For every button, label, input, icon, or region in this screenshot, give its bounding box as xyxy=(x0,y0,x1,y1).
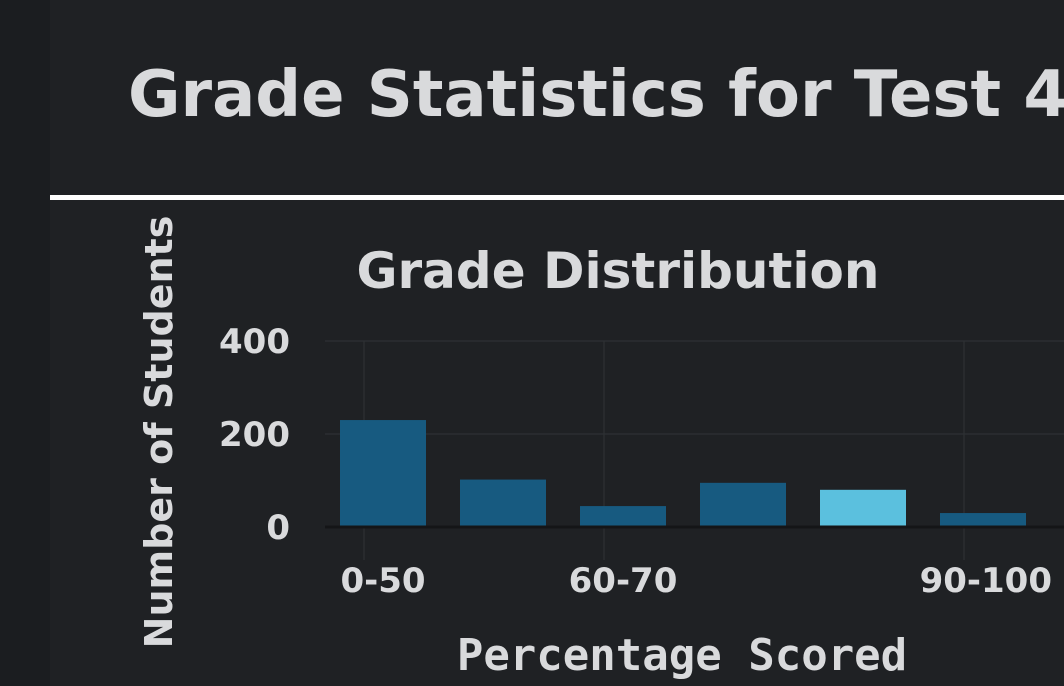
x-tick-label: 60-70 xyxy=(569,561,678,601)
chart-title: Grade Distribution xyxy=(356,242,879,300)
title-divider xyxy=(50,195,1064,200)
bar-80-90[interactable] xyxy=(820,489,906,527)
left-rail xyxy=(0,0,50,686)
chart-ticks: 0 200 400 0-50 60-70 90-100 xyxy=(219,322,1052,601)
bar-50-60[interactable] xyxy=(460,479,546,527)
y-tick-label: 200 xyxy=(219,415,290,455)
bar-70-80[interactable] xyxy=(700,482,786,527)
x-tick-label: 0-50 xyxy=(340,561,425,601)
bar-90-100[interactable] xyxy=(940,513,1026,527)
page-title: Grade Statistics for Test 4 xyxy=(128,58,1064,132)
bar-0-50[interactable] xyxy=(340,420,426,527)
y-axis-label: Number of Students xyxy=(137,216,181,649)
bar-60-70[interactable] xyxy=(580,506,666,527)
chart-bars xyxy=(325,420,1064,529)
y-tick-label: 400 xyxy=(219,322,290,362)
y-tick-label: 0 xyxy=(266,508,290,548)
x-tick-label: 90-100 xyxy=(920,561,1052,601)
x-axis-label: Percentage Scored xyxy=(457,630,907,681)
